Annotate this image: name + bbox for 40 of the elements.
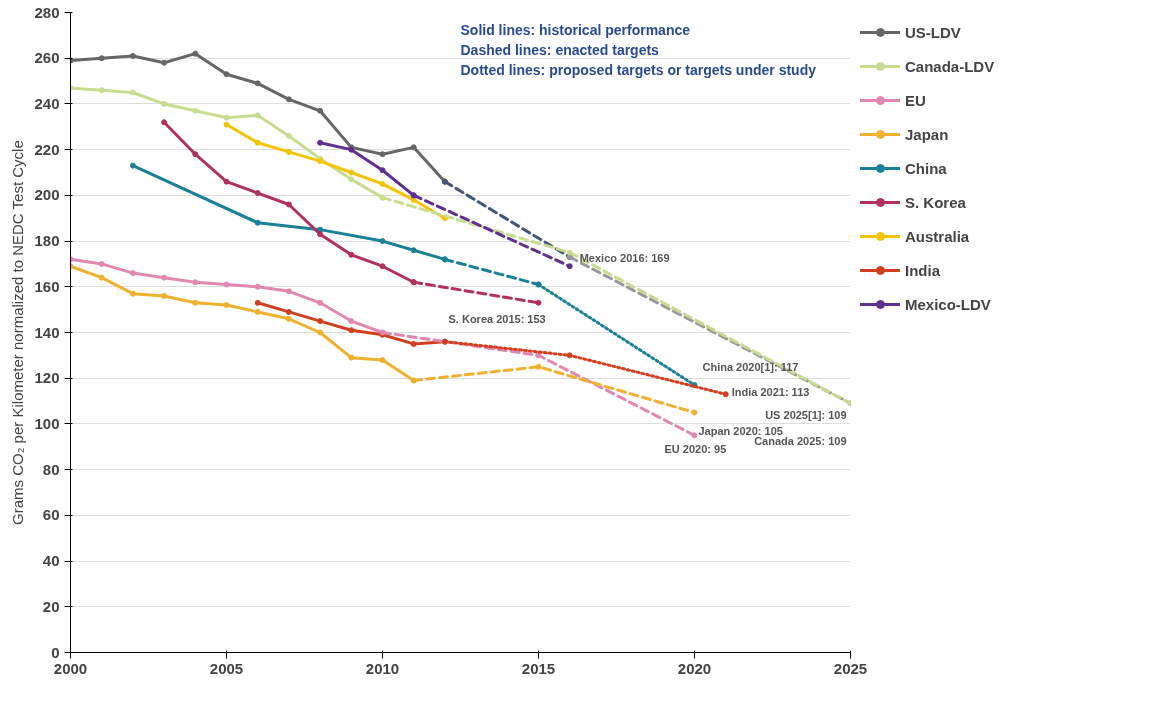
x-tick-label: 2000 [53,659,88,677]
legend-label: EU [905,91,926,109]
x-tick-label: 2015 [521,659,556,677]
annotation: S. Korea 2015: 153 [448,312,546,325]
legend-label: Australia [905,227,970,245]
annotation: US 2025[1]: 109 [765,409,847,422]
annotation: India 2021: 113 [731,386,810,399]
x-tick-label: 2005 [209,659,244,677]
legend-label: China [905,159,947,177]
y-tick-label: 140 [34,323,60,341]
y-tick-label: 160 [34,277,60,295]
y-tick-label: 240 [34,94,60,112]
annotation: Mexico 2016: 169 [579,252,670,265]
y-tick-label: 260 [34,49,60,67]
y-tick-label: 120 [34,369,60,387]
legend-label: US-LDV [905,23,961,41]
legend-label: Canada-LDV [905,57,995,75]
x-tick-label: 2010 [365,659,400,677]
y-tick-label: 200 [34,186,60,204]
y-tick-label: 0 [51,643,60,661]
annotation: EU 2020: 95 [664,443,727,456]
y-tick-label: 40 [42,552,60,570]
x-tick-label: 2025 [833,659,868,677]
y-tick-label: 220 [34,140,60,158]
legend-label: Japan [905,125,949,143]
y-tick-label: 20 [42,597,60,615]
annotation: China 2020[1]: 117 [702,361,799,374]
legend-label: Mexico-LDV [905,295,991,313]
y-tick-label: 80 [42,460,60,478]
y-tick-label: 100 [34,414,60,432]
legend-label: India [905,261,941,279]
legend-label: S. Korea [905,193,966,211]
y-tick-label: 60 [42,506,60,524]
y-tick-label: 180 [34,232,60,250]
annotation: Solid lines: historical performance Dashed lines: enacted targets Dotted lines: proposed targets or targets under study [460,21,817,78]
x-tick-label: 2020 [677,659,712,677]
annotation: Canada 2025: 109 [754,435,847,448]
y-axis-title: Grams CO₂ per Kilometer normalized to NEDC Test Cycle [9,140,27,526]
y-tick-label: 280 [34,3,60,21]
annotation: Japan 2020: 105 [698,424,783,437]
